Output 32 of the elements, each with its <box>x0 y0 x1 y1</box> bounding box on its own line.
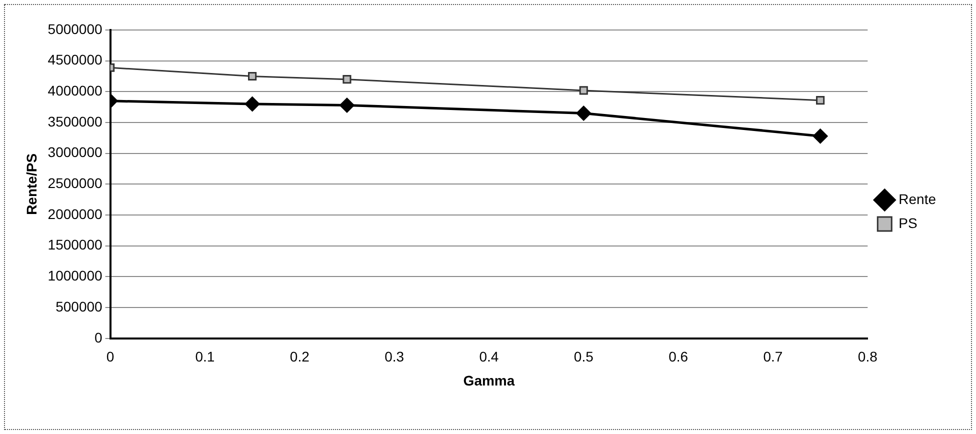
point <box>340 98 354 112</box>
legend-label: PS <box>898 214 918 231</box>
x-tick-label: 0.3 <box>384 348 404 365</box>
x-tick-label: 0.8 <box>858 348 878 365</box>
y-tick-label: 500000 <box>56 298 103 314</box>
y-tick-label: 3000000 <box>48 144 103 160</box>
y-tick-label: 0 <box>94 329 103 346</box>
x-axis-title: Gamma <box>463 372 515 388</box>
y-tick-label: 2500000 <box>48 175 103 192</box>
point <box>579 86 588 95</box>
x-tick-label: 0 <box>106 348 114 365</box>
point <box>813 128 828 144</box>
point <box>816 96 825 105</box>
point <box>576 106 591 121</box>
x-tick-label: 0.7 <box>763 348 783 365</box>
y-tick-label: 4500000 <box>48 52 103 68</box>
point <box>248 72 257 81</box>
y-tick-label: 4000000 <box>48 82 103 99</box>
y-tick-label: 1500000 <box>48 236 103 253</box>
y-tick-label: 1000000 <box>48 268 103 284</box>
legend-label: Rente <box>898 190 936 207</box>
x-tick-label: 0.2 <box>290 348 310 365</box>
x-tick-label: 0.4 <box>479 348 499 365</box>
point <box>245 96 260 112</box>
x-tick-label: 0.1 <box>195 348 215 365</box>
x-tick-label: 0.5 <box>574 348 594 365</box>
y-tick-label: 5000000 <box>48 20 103 37</box>
point <box>342 75 352 84</box>
y-tick-label: 3500000 <box>48 113 103 130</box>
y-tick-label: 2000000 <box>48 206 103 222</box>
y-axis-title: Rente/PS <box>23 153 40 215</box>
x-tick-label: 0.6 <box>668 348 688 365</box>
